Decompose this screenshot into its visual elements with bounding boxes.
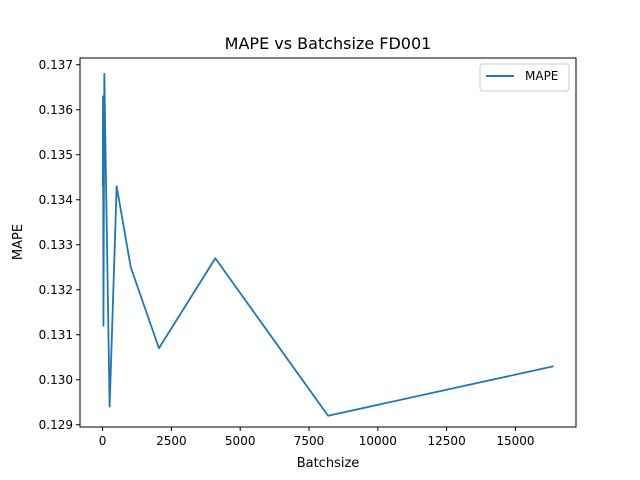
y-tick-label: 0.135 xyxy=(39,148,73,162)
x-tick-label: 7500 xyxy=(294,434,325,448)
axes-frame xyxy=(79,57,577,428)
y-tick-label: 0.133 xyxy=(39,238,73,252)
x-axis-title: Batchsize xyxy=(297,456,360,471)
legend: MAPE xyxy=(479,63,570,92)
x-tick-label: 0 xyxy=(99,434,107,448)
x-tick-label: 2500 xyxy=(156,434,187,448)
x-tick-label: 10000 xyxy=(359,434,397,448)
x-tick-label: 12500 xyxy=(428,434,466,448)
chart-title: MAPE vs Batchsize FD001 xyxy=(225,34,432,53)
y-tick-label: 0.136 xyxy=(39,103,73,117)
legend-label-mape: MAPE xyxy=(525,69,558,83)
x-tick-label: 15000 xyxy=(496,434,534,448)
y-tick-label: 0.137 xyxy=(39,58,73,72)
y-tick-label: 0.134 xyxy=(39,193,73,207)
x-tick-label: 5000 xyxy=(225,434,256,448)
y-tick-label: 0.129 xyxy=(39,418,73,432)
series-line-mape xyxy=(101,72,554,417)
plot-area xyxy=(101,72,554,417)
legend-box xyxy=(479,63,570,92)
y-tick-label: 0.131 xyxy=(39,328,73,342)
y-tick-label: 0.132 xyxy=(39,283,73,297)
y-axis: 0.129 0.130 0.131 0.132 0.133 0.134 0.135 0.136… xyxy=(39,58,80,432)
x-axis: 0 2500 5000 7500 10000 12500 15000 xyxy=(99,427,535,448)
y-tick-label: 0.130 xyxy=(39,373,73,387)
y-axis-title: MAPE xyxy=(11,224,26,260)
